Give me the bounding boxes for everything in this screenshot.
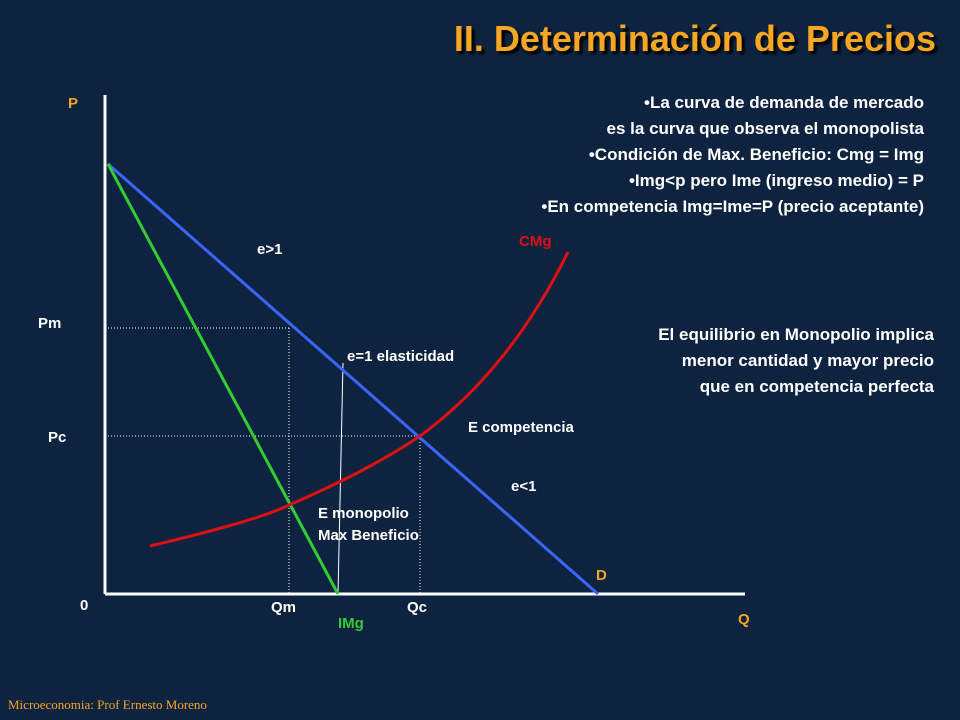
pc-label: Pc: [48, 429, 66, 446]
bullet-list: •La curva de demanda de mercado es la cu…: [541, 90, 924, 220]
footer-credit: Microeconomia: Prof Ernesto Moreno: [8, 697, 207, 712]
origin-label: 0: [80, 597, 88, 614]
img-curve: [106, 163, 340, 595]
unit-elastic-pointer: [337, 362, 344, 595]
bullet-line: •En competencia Img=Ime=P (precio acepta…: [541, 197, 924, 216]
bullet-line: •La curva de demanda de mercado: [644, 93, 924, 112]
qc-label: Qc: [407, 599, 427, 616]
demand-curve: [107, 162, 599, 596]
bullet-line: es la curva que observa el monopolista: [606, 119, 924, 138]
note-line: que en competencia perfecta: [699, 377, 934, 396]
bullet-line: •Img<p pero Ime (ingreso medio) = P: [628, 171, 924, 190]
pm-label: Pm: [38, 315, 61, 332]
demand-label: D: [596, 567, 607, 584]
q-axis-label: Q: [738, 611, 750, 628]
bullet-line: •Condición de Max. Beneficio: Cmg = Img: [588, 145, 924, 164]
p-axis-label: P: [68, 95, 78, 112]
elastic-label: e>1: [257, 241, 282, 258]
slide-title: II. Determinación de Precios: [453, 18, 936, 59]
cmg-label: CMg: [519, 233, 552, 250]
equilibrium-note: El equilibrio en Monopolio implica menor…: [658, 322, 934, 400]
monopoly-equilibrium-label: E monopolio: [318, 505, 409, 522]
note-line: El equilibrio en Monopolio implica: [658, 325, 934, 344]
unit-elastic-label: e=1 elasticidad: [347, 348, 454, 365]
img-label: IMg: [338, 615, 364, 632]
competition-equilibrium-label: E competencia: [468, 419, 575, 436]
note-line: menor cantidad y mayor precio: [681, 351, 934, 370]
cmg-curve: [149, 251, 570, 548]
inelastic-label: e<1: [511, 478, 536, 495]
max-profit-label: Max Beneficio: [318, 527, 419, 544]
qm-label: Qm: [271, 599, 296, 616]
